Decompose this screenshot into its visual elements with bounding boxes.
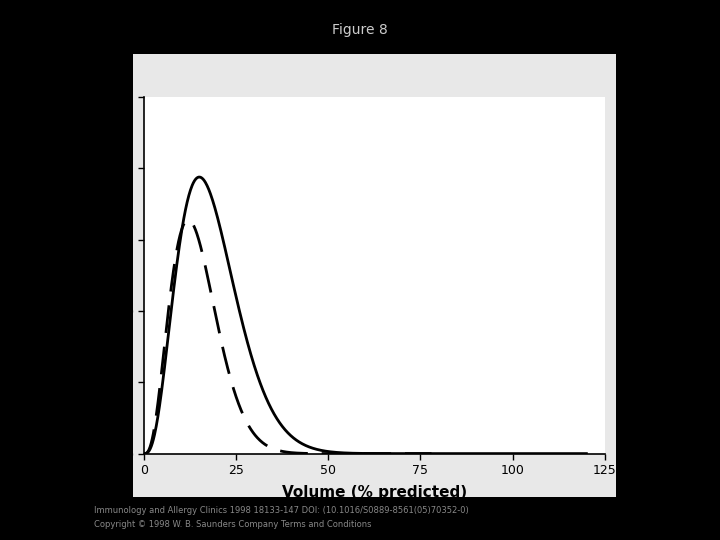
Text: Figure 8: Figure 8 [332, 23, 388, 37]
Text: Copyright © 1998 W. B. Saunders Company Terms and Conditions: Copyright © 1998 W. B. Saunders Company … [94, 521, 371, 529]
X-axis label: Volume (% predicted): Volume (% predicted) [282, 485, 467, 501]
Y-axis label: Flow (% predicted): Flow (% predicted) [89, 194, 104, 356]
Text: Immunology and Allergy Clinics 1998 18133-147 DOI: (10.1016/S0889-8561(05)70352-: Immunology and Allergy Clinics 1998 1813… [94, 506, 468, 515]
